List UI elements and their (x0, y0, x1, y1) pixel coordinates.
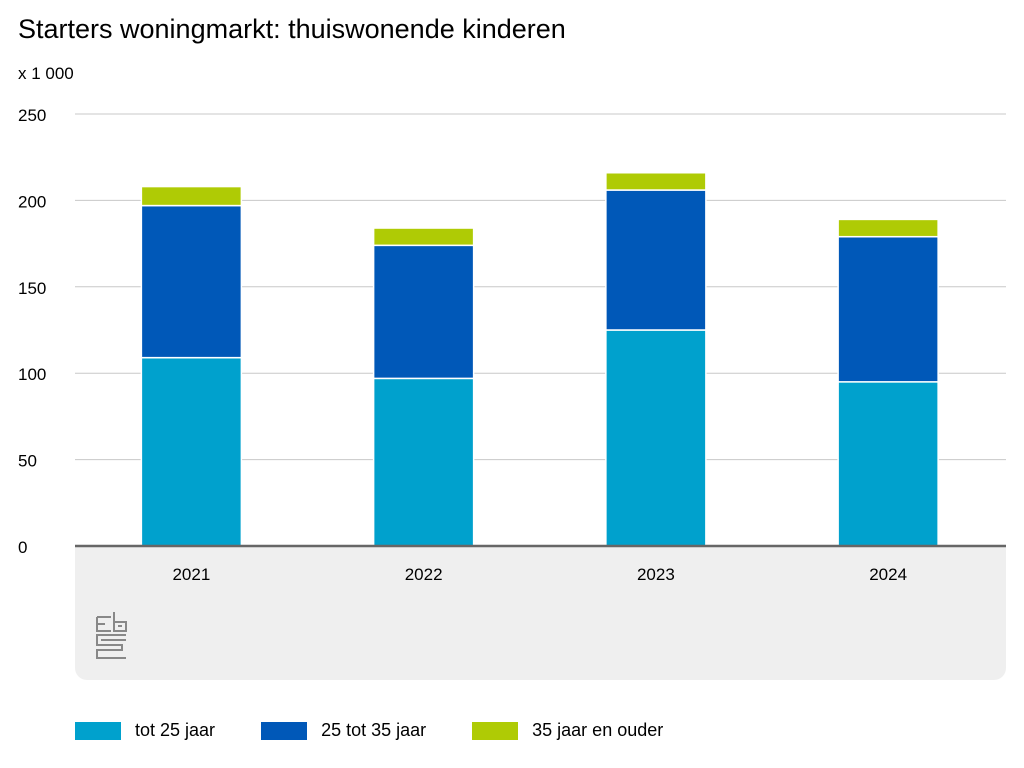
bar-2024-series-2 (837, 218, 939, 238)
chart-title: Starters woningmarkt: thuiswonende kinde… (18, 14, 566, 44)
legend-swatch (75, 721, 121, 740)
x-tick-label: 2022 (405, 565, 443, 584)
bar-2023-series-0 (605, 329, 707, 547)
y-tick-label: 100 (18, 365, 46, 384)
legend-item: 35 jaar en ouder (472, 720, 663, 741)
legend-swatch (472, 721, 519, 740)
legend-label: 25 tot 35 jaar (321, 720, 427, 740)
cbs-logo (96, 612, 127, 659)
legend-swatch (261, 721, 308, 740)
y-tick-label: 250 (18, 106, 46, 125)
y-tick-label: 200 (18, 192, 46, 211)
bar-2021-series-1 (140, 204, 243, 359)
bar-2022-series-0 (372, 377, 475, 547)
legend-item: 25 tot 35 jaar (261, 720, 426, 741)
y-tick-label: 0 (18, 538, 27, 557)
y-tick-label: 150 (18, 279, 46, 298)
bar-2022-series-1 (372, 244, 475, 380)
y-tick-label: 50 (18, 452, 37, 471)
bar-2023-series-1 (605, 189, 707, 331)
x-axis-band (75, 546, 1006, 680)
bar-2024-series-1 (837, 235, 939, 383)
bar-2022-series-2 (372, 227, 475, 247)
x-tick-label: 2021 (172, 565, 210, 584)
bar-2023-series-2 (605, 172, 707, 191)
bar-2024-series-0 (837, 381, 939, 547)
bar-2021-series-2 (140, 185, 243, 207)
legend-label: tot 25 jaar (135, 720, 216, 740)
bar-2021-series-0 (140, 356, 243, 547)
legend: tot 25 jaar 25 tot 35 jaar 35 jaar en oude… (75, 720, 709, 741)
y-axis-unit: x 1 000 (18, 64, 74, 83)
x-tick-label: 2023 (637, 565, 675, 584)
x-tick-label: 2024 (869, 565, 907, 584)
legend-item: tot 25 jaar (75, 720, 215, 741)
legend-label: 35 jaar en ouder (532, 720, 664, 740)
